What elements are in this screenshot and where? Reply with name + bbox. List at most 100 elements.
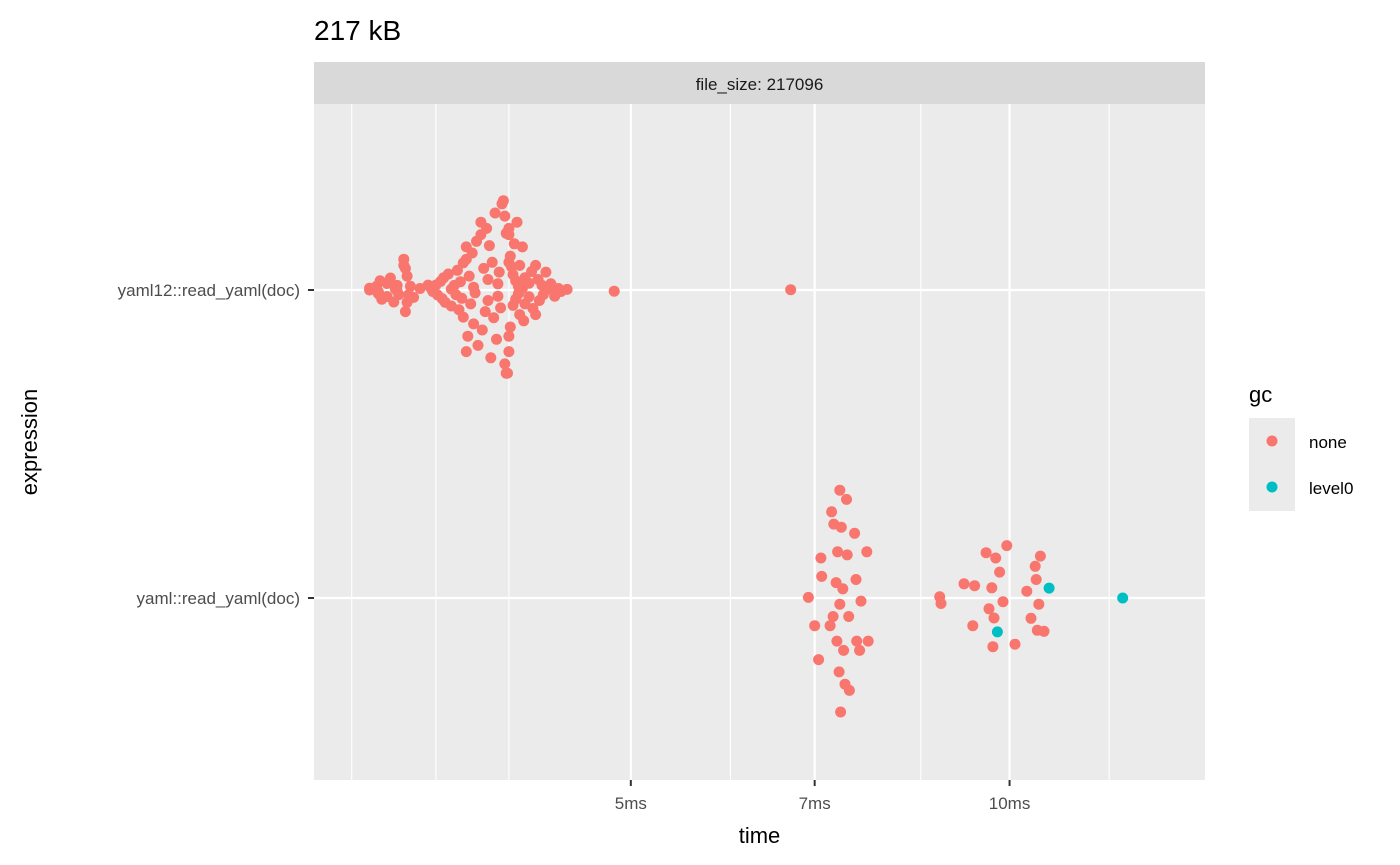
- legend-key-bg: [1249, 418, 1295, 511]
- data-point: [499, 358, 511, 370]
- data-point: [802, 591, 814, 603]
- data-point: [837, 583, 849, 595]
- data-point: [399, 306, 411, 318]
- data-point: [1033, 598, 1045, 610]
- x-tick-label: 7ms: [799, 794, 831, 813]
- data-point: [530, 309, 542, 321]
- data-point: [391, 279, 403, 291]
- data-point: [1030, 574, 1042, 585]
- data-point: [499, 210, 511, 222]
- data-point: [486, 256, 498, 268]
- data-point: [1021, 585, 1033, 597]
- data-point: [990, 552, 1002, 564]
- data-point: [468, 318, 480, 330]
- data-point: [472, 339, 484, 351]
- data-point: [850, 574, 862, 585]
- legend-label-level0: level0: [1309, 479, 1353, 498]
- axes: 5ms 7ms 10ms yaml12::read_yaml(doc)yaml::re…: [118, 281, 1031, 813]
- data-point: [1029, 560, 1041, 572]
- data-point: [841, 549, 853, 561]
- data-point: [493, 266, 505, 278]
- data-point: [514, 259, 526, 271]
- data-point: [1117, 592, 1129, 604]
- data-point: [404, 280, 416, 292]
- data-point: [457, 311, 469, 323]
- data-point: [838, 644, 850, 656]
- data-point: [561, 283, 573, 295]
- x-tick-label: 5ms: [615, 794, 647, 813]
- data-point: [997, 596, 1009, 608]
- data-point: [991, 626, 1003, 638]
- data-point: [497, 195, 509, 207]
- legend-title: gc: [1249, 382, 1272, 407]
- data-point: [482, 295, 494, 306]
- legend: gc none level0: [1249, 382, 1353, 511]
- data-point: [986, 582, 998, 594]
- data-point: [393, 289, 405, 301]
- data-point: [832, 546, 844, 558]
- data-point: [503, 330, 515, 342]
- data-point: [813, 654, 825, 666]
- grid-major: [314, 104, 1205, 780]
- data-point: [523, 277, 535, 289]
- data-point: [935, 598, 947, 609]
- data-point: [476, 324, 488, 336]
- data-point: [1025, 612, 1037, 624]
- data-point: [492, 290, 504, 302]
- data-point: [809, 620, 821, 632]
- data-point: [488, 312, 500, 324]
- data-point: [485, 352, 497, 364]
- data-point: [835, 521, 847, 533]
- data-point: [504, 321, 516, 333]
- y-axis-title: expression: [17, 389, 42, 495]
- data-point: [843, 611, 855, 622]
- data-point: [478, 262, 490, 274]
- facet-label: file_size: 217096: [696, 75, 824, 94]
- data-point: [481, 222, 493, 234]
- data-point: [469, 287, 481, 299]
- data-points: [364, 195, 1129, 718]
- data-point: [479, 306, 491, 318]
- data-point: [958, 578, 970, 590]
- data-point: [460, 346, 472, 358]
- data-point: [482, 274, 494, 285]
- data-point: [843, 684, 855, 696]
- data-point: [491, 333, 502, 345]
- data-point: [815, 552, 827, 564]
- data-point: [451, 264, 463, 276]
- data-point: [465, 298, 477, 310]
- data-point: [495, 302, 507, 314]
- x-tick-label: 10ms: [989, 794, 1031, 813]
- data-point: [1009, 638, 1021, 650]
- data-point: [967, 620, 979, 632]
- data-point: [523, 291, 535, 303]
- data-point: [516, 241, 528, 253]
- chart-title: 217 kB: [314, 15, 401, 46]
- data-point: [827, 611, 839, 622]
- data-point: [462, 330, 474, 342]
- data-point: [834, 598, 846, 610]
- data-point: [831, 635, 843, 647]
- data-point: [463, 270, 475, 282]
- data-point: [384, 272, 396, 284]
- data-point: [608, 285, 620, 297]
- data-point: [969, 580, 981, 592]
- data-point: [851, 635, 863, 647]
- data-point: [834, 484, 846, 496]
- y-tick-label: yaml12::read_yaml(doc): [118, 281, 300, 300]
- data-point: [785, 284, 797, 296]
- data-point: [1034, 550, 1046, 562]
- data-point: [861, 546, 873, 558]
- data-point: [1038, 625, 1050, 637]
- data-point: [841, 493, 852, 505]
- data-point: [835, 706, 847, 718]
- data-point: [1001, 540, 1013, 552]
- legend-label-none: none: [1309, 433, 1347, 452]
- data-point: [456, 292, 468, 304]
- data-point: [987, 641, 999, 653]
- data-point: [816, 570, 828, 582]
- data-point: [855, 595, 867, 607]
- data-point: [824, 620, 836, 632]
- data-point: [492, 278, 504, 290]
